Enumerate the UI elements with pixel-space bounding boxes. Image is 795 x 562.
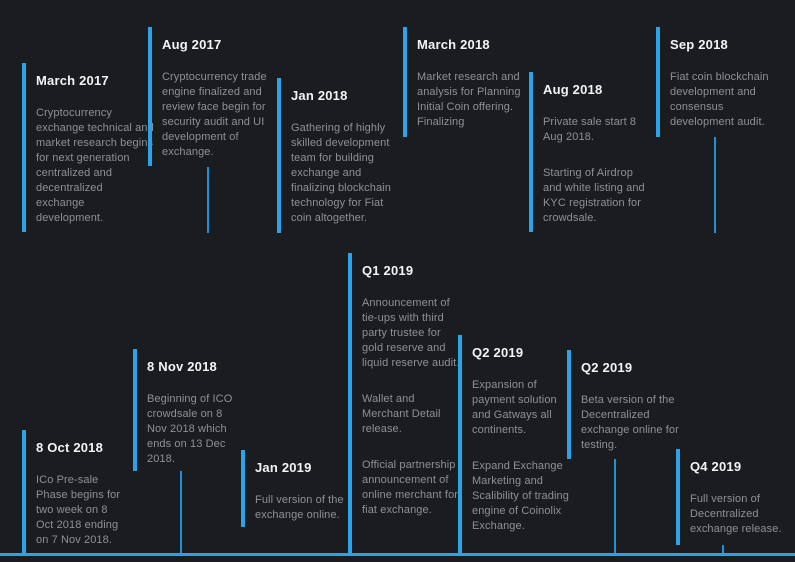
connector-line	[207, 167, 209, 233]
entry-description: Full version of the exchange online.	[255, 494, 344, 521]
entry-description: ICo Pre-sale Phase begins for two week o…	[36, 474, 121, 546]
timeline-entry-8-oct-2018: 8 Oct 2018 ICo Pre-sale Phase begins for …	[22, 430, 128, 554]
entry-date: 8 Nov 2018	[147, 359, 217, 374]
timeline-entry-march-2017: March 2017 Cryptocurrency exchange techni…	[22, 63, 154, 232]
entry-date: Q2 2019	[581, 360, 633, 375]
timeline-entry-jan-2018: Jan 2018 Gathering of highly skilled deve…	[277, 78, 401, 233]
entry-description: Market research and analysis for Plannin…	[417, 71, 521, 128]
entry-description: Expansion of payment solution and Gatway…	[472, 379, 557, 436]
entry-description: Wallet and Merchant Detail release.	[362, 393, 441, 435]
entry-date: Sep 2018	[670, 37, 728, 52]
timeline-entry-q2-2019-a: Q2 2019 Expansion of payment solution and…	[458, 335, 570, 553]
entry-description: Fiat coin blockchain development and con…	[670, 71, 769, 128]
entry-description: Announcement of tie-ups with third party…	[362, 297, 460, 369]
connector-line	[722, 545, 724, 554]
entry-date: March 2017	[36, 73, 109, 88]
entry-description: Beta version of the Decentralized exchan…	[581, 394, 679, 451]
entry-date: Aug 2018	[543, 82, 603, 97]
entry-description: Full version of Decentralized exchange r…	[690, 493, 782, 535]
timeline-baseline	[0, 553, 795, 556]
entry-date: Q2 2019	[472, 345, 524, 360]
entry-date: Aug 2017	[162, 37, 222, 52]
connector-line	[180, 471, 182, 554]
timeline-entry-q2-2019-b: Q2 2019 Beta version of the Decentralized…	[567, 350, 679, 459]
connector-line	[614, 459, 616, 554]
timeline-entry-march-2018: March 2018 Market research and analysis f…	[403, 27, 531, 137]
entry-date: Jan 2018	[291, 88, 348, 103]
timeline-entry-jan-2019: Jan 2019 Full version of the exchange onl…	[241, 450, 353, 527]
entry-description: Cryptocurrency exchange technical and ma…	[36, 107, 154, 224]
entry-description: Starting of Airdrop and white listing an…	[543, 167, 645, 224]
timeline-entry-q4-2019: Q4 2019 Full version of Decentralized exc…	[676, 449, 784, 545]
entry-date: 8 Oct 2018	[36, 440, 104, 455]
timeline-entry-q1-2019: Q1 2019 Announcement of tie-ups with thir…	[348, 253, 460, 553]
entry-description: Expand Exchange Marketing and Scalibilit…	[472, 460, 569, 532]
entry-date: Q1 2019	[362, 263, 414, 278]
timeline-entry-sep-2018: Sep 2018 Fiat coin blockchain development…	[656, 27, 778, 137]
entry-date: Q4 2019	[690, 459, 742, 474]
entry-description: Gathering of highly skilled development …	[291, 122, 391, 224]
entry-date: Jan 2019	[255, 460, 312, 475]
entry-date: March 2018	[417, 37, 490, 52]
entry-description: Cryptocurrency trade engine finalized an…	[162, 71, 267, 158]
entry-description: Beginning of ICO crowdsale on 8 Nov 2018…	[147, 393, 233, 465]
timeline-entry-aug-2017: Aug 2017 Cryptocurrency trade engine fina…	[148, 27, 272, 166]
timeline-entry-8-nov-2018: 8 Nov 2018 Beginning of ICO crowdsale on …	[133, 349, 239, 471]
connector-line	[714, 137, 716, 233]
entry-description: Private sale start 8 Aug 2018.	[543, 116, 637, 143]
entry-description: Official partnership announcement of onl…	[362, 459, 459, 516]
timeline-entry-aug-2018: Aug 2018 Private sale start 8 Aug 2018. St…	[529, 72, 651, 232]
